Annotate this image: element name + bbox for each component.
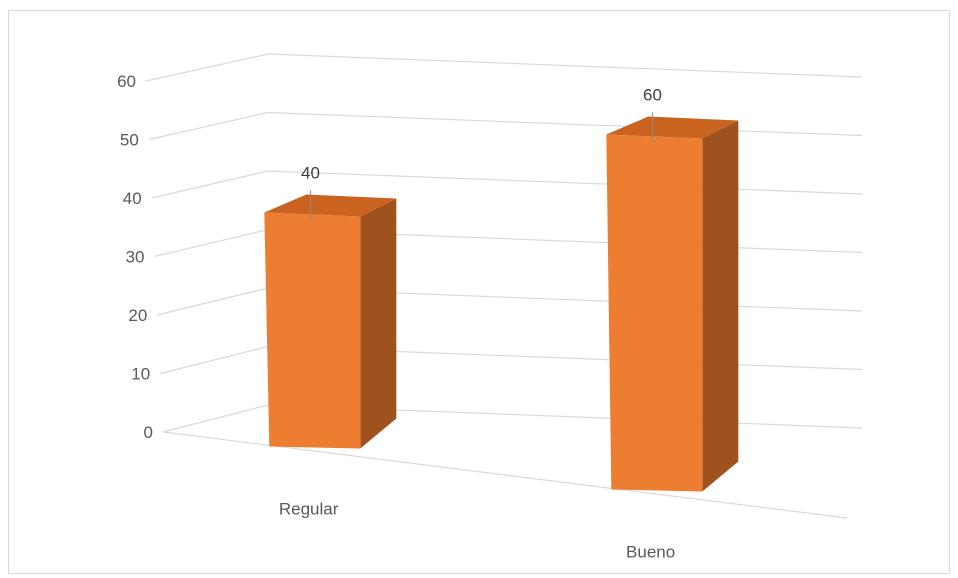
data-labels: 40 60 xyxy=(301,86,662,221)
data-label: 60 xyxy=(643,86,662,105)
y-axis-ticks: 0 10 20 30 40 50 60 xyxy=(117,72,153,442)
bar-front-face xyxy=(264,212,361,449)
chart-frame xyxy=(8,10,950,574)
bar-top-face xyxy=(606,116,739,139)
bar-front-face xyxy=(606,134,703,492)
gridline-0 xyxy=(162,404,863,433)
gridline-50 xyxy=(148,111,863,141)
bars xyxy=(264,116,739,492)
bar-regular xyxy=(264,194,397,449)
bar-side-face xyxy=(360,198,397,449)
gridline-20 xyxy=(157,287,863,316)
bar-side-face xyxy=(702,120,739,492)
floor-front-edge xyxy=(162,431,848,519)
bar-bueno xyxy=(606,116,739,492)
x-category-label: Regular xyxy=(279,500,339,519)
y-tick-label: 50 xyxy=(120,131,139,150)
y-tick-label: 40 xyxy=(123,189,142,208)
y-tick-label: 30 xyxy=(126,248,145,267)
y-tick-label: 20 xyxy=(128,306,147,325)
y-tick-label: 60 xyxy=(117,72,136,91)
data-label: 40 xyxy=(301,164,320,183)
y-tick-label: 10 xyxy=(131,365,150,384)
gridline-60 xyxy=(145,53,863,82)
x-category-label: Bueno xyxy=(626,543,675,562)
gridline-10 xyxy=(160,345,863,375)
gridline-30 xyxy=(154,228,863,258)
gridline-40 xyxy=(151,170,863,199)
y-tick-label: 0 xyxy=(144,423,153,442)
x-axis-categories: Regular Bueno xyxy=(279,500,675,562)
bar-top-face xyxy=(264,194,397,217)
gridlines xyxy=(145,53,863,519)
